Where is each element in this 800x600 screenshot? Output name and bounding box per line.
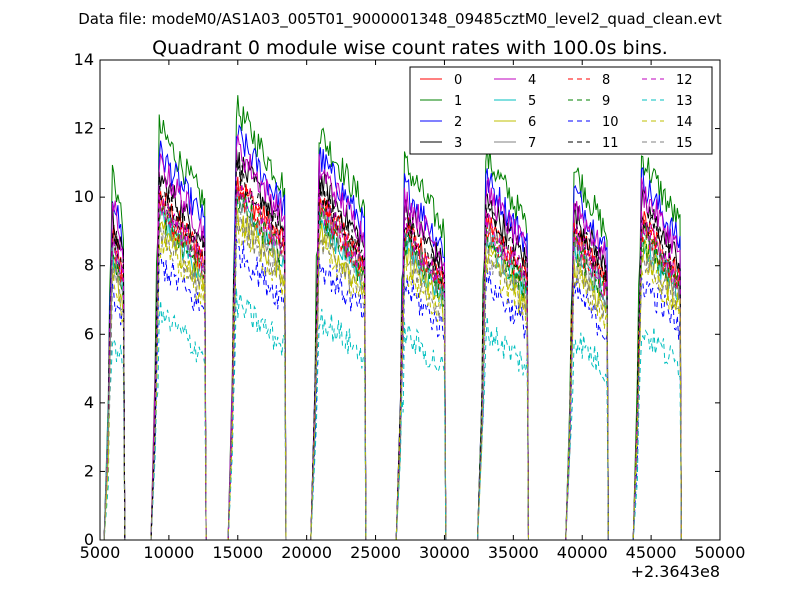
- legend-label-14: 14: [676, 115, 693, 130]
- x-offset-label: +2.3643e8: [631, 562, 720, 581]
- legend-label-5: 5: [528, 94, 536, 109]
- legend-label-7: 7: [528, 136, 536, 151]
- x-tick-label: 45000: [626, 543, 677, 562]
- y-tick-label: 14: [74, 50, 94, 69]
- legend-label-3: 3: [454, 136, 462, 151]
- x-tick-label: 25000: [350, 543, 401, 562]
- x-tick-label: 30000: [419, 543, 470, 562]
- legend-label-6: 6: [528, 115, 536, 130]
- legend-label-12: 12: [676, 73, 693, 88]
- legend-label-0: 0: [454, 73, 462, 88]
- y-tick-label: 0: [84, 530, 94, 549]
- legend-frame: [409, 66, 713, 155]
- ticks-layer: 5000 10000 15000 20000 25000 30000 35000 40000 4…: [74, 50, 746, 562]
- x-tick-label: 50000: [695, 543, 746, 562]
- legend-label-11: 11: [602, 136, 619, 151]
- legend-label-8: 8: [602, 73, 610, 88]
- legend-label-10: 10: [602, 115, 619, 130]
- series-layer: [103, 95, 693, 540]
- x-tick-label: 5000: [80, 543, 121, 562]
- x-tick-label: 40000: [557, 543, 608, 562]
- legend-label-15: 15: [676, 136, 693, 151]
- chart-title: Quadrant 0 module wise count rates with …: [152, 37, 668, 59]
- x-tick-label: 15000: [212, 543, 263, 562]
- axes-frame: [99, 59, 721, 541]
- y-tick-label: 8: [84, 256, 94, 275]
- series-line-13: [103, 287, 693, 540]
- y-tick-label: 12: [74, 119, 94, 138]
- x-tick-label: 35000: [488, 543, 539, 562]
- legend-label-9: 9: [602, 94, 610, 109]
- series-line-15: [103, 211, 693, 540]
- x-tick-label: 20000: [281, 543, 332, 562]
- legend-label-2: 2: [454, 115, 462, 130]
- plot-area: 5000 10000 15000 20000 25000 30000 35000 40000 4…: [74, 50, 746, 562]
- y-tick-label: 4: [84, 393, 94, 412]
- legend-label-13: 13: [676, 94, 693, 109]
- y-tick-label: 6: [84, 324, 94, 343]
- data-file-label: Data file: modeM0/AS1A03_005T01_90000013…: [78, 10, 722, 29]
- y-tick-label: 2: [84, 461, 94, 480]
- legend-label-1: 1: [454, 94, 462, 109]
- y-tick-label: 10: [74, 187, 94, 206]
- legend-label-4: 4: [528, 73, 536, 88]
- x-tick-label: 10000: [143, 543, 194, 562]
